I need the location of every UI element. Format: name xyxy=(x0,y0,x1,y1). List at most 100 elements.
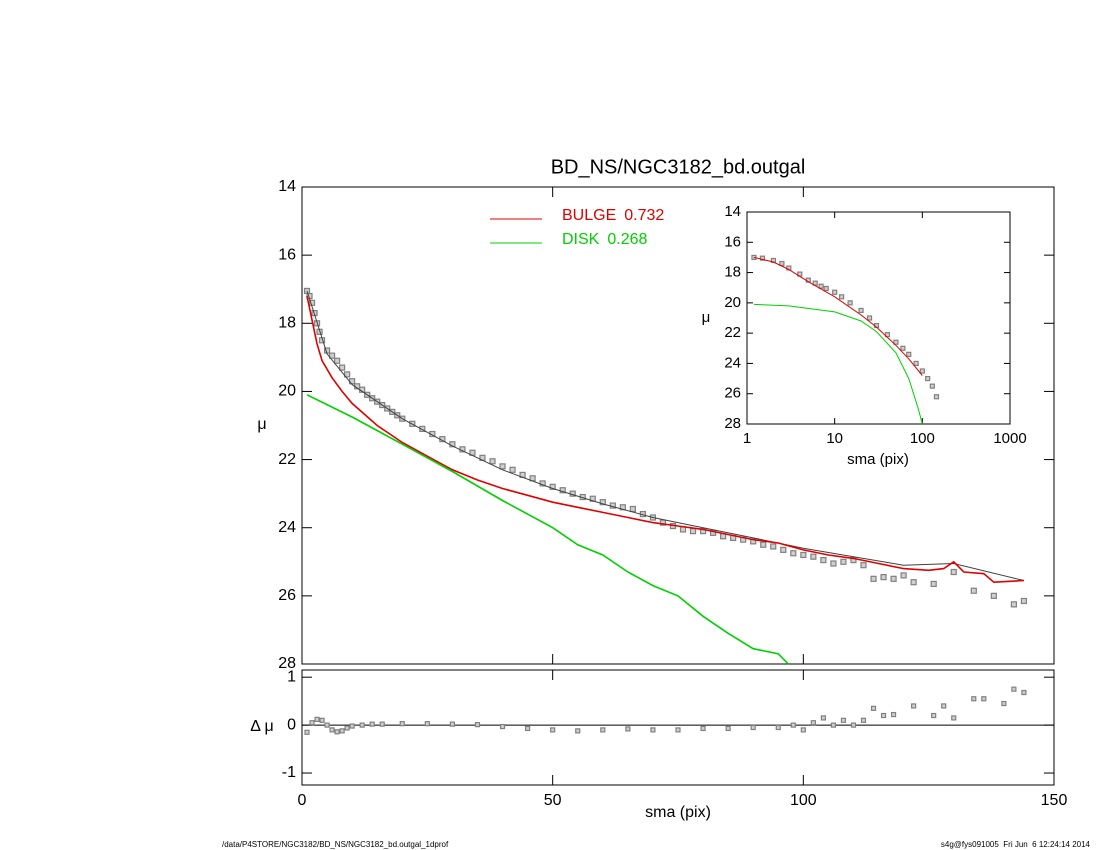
y-tick-label: 0 xyxy=(287,716,296,733)
data-point xyxy=(709,529,717,536)
data-point xyxy=(858,307,864,314)
plot-frame xyxy=(301,669,1055,786)
data-point xyxy=(971,696,977,702)
data-point xyxy=(810,720,816,726)
data-point xyxy=(549,483,556,490)
data-point xyxy=(760,541,767,548)
data-point xyxy=(550,727,556,733)
data-point xyxy=(344,725,350,731)
data-point xyxy=(790,722,796,728)
data-point xyxy=(850,722,857,728)
data-point xyxy=(830,722,837,728)
data-point xyxy=(369,721,375,727)
data-point xyxy=(559,487,566,494)
data-point xyxy=(725,725,731,732)
data-point xyxy=(324,722,330,728)
x-tick-label: 10 xyxy=(826,430,843,447)
data-point xyxy=(659,519,667,526)
data-point xyxy=(524,725,531,732)
data-point xyxy=(675,727,681,733)
data-point xyxy=(933,394,940,400)
data-point xyxy=(860,562,867,569)
data-point xyxy=(775,724,781,731)
plot-frame xyxy=(746,211,1011,425)
legend-fraction: 0.732 xyxy=(624,207,664,224)
data-point xyxy=(880,712,887,719)
data-point xyxy=(931,712,937,719)
data-point xyxy=(970,587,977,594)
footer-stamp: s4g@fys091005 Fri Jun 6 12:24:14 2014 xyxy=(941,840,1091,849)
x-tick-label: 50 xyxy=(544,792,562,809)
legend-name: DISK xyxy=(562,231,600,248)
data-point xyxy=(840,717,847,723)
data-point xyxy=(759,255,766,261)
data-point xyxy=(339,364,346,371)
data-point xyxy=(884,332,891,338)
y-tick-label: -1 xyxy=(282,764,296,781)
x-tick-label: 150 xyxy=(1041,792,1068,809)
x-tick-label: 100 xyxy=(790,792,817,809)
data-point xyxy=(1021,689,1027,696)
data-point xyxy=(941,703,947,709)
series-line xyxy=(306,295,1024,584)
data-point xyxy=(314,716,320,722)
y-tick-label: 16 xyxy=(278,246,296,263)
data-point xyxy=(847,300,853,306)
data-point xyxy=(379,721,385,727)
x-tick-label: 1000 xyxy=(993,430,1026,447)
y-tick-label: 14 xyxy=(724,203,741,220)
data-point xyxy=(1001,700,1007,707)
data-point xyxy=(913,360,919,367)
data-point xyxy=(344,371,351,378)
data-point xyxy=(575,728,581,734)
data-point xyxy=(981,696,987,702)
plot-frame xyxy=(301,186,1055,665)
legend-name: BULGE xyxy=(562,207,616,224)
data-point xyxy=(839,294,845,300)
data-point xyxy=(600,727,606,733)
data-point xyxy=(1011,686,1017,692)
data-point xyxy=(830,560,837,567)
data-point xyxy=(893,339,899,345)
data-point xyxy=(650,727,656,733)
legend-label: BULGE 0.732 xyxy=(562,207,664,224)
chart-title: BD_NS/NGC3182_bd.outgal xyxy=(551,156,806,178)
data-point xyxy=(449,721,455,727)
data-point xyxy=(800,727,806,733)
series-line xyxy=(753,303,923,425)
data-point xyxy=(424,721,430,727)
data-point xyxy=(309,720,315,726)
data-point xyxy=(1010,601,1017,608)
data-point xyxy=(840,558,847,565)
data-point xyxy=(328,352,336,359)
data-point xyxy=(359,722,365,728)
data-point xyxy=(820,715,826,721)
y-axis-label: μ xyxy=(257,416,266,433)
data-point xyxy=(911,703,917,709)
data-point xyxy=(339,728,345,734)
y-tick-label: 28 xyxy=(724,415,741,432)
data-point xyxy=(474,722,481,728)
data-point xyxy=(900,345,906,351)
data-point xyxy=(319,717,325,723)
data-point xyxy=(919,368,925,374)
data-point xyxy=(349,723,355,729)
data-point xyxy=(990,592,997,599)
data-point xyxy=(489,458,496,465)
data-point xyxy=(870,705,877,711)
x-axis-label: sma (pix) xyxy=(847,451,909,468)
data-point xyxy=(329,727,335,733)
y-tick-label: 16 xyxy=(724,233,741,250)
y-tick-label: 26 xyxy=(724,385,741,402)
data-point xyxy=(890,575,897,582)
data-point xyxy=(925,375,931,382)
series-line xyxy=(306,394,789,665)
x-tick-label: 100 xyxy=(910,430,935,447)
data-point xyxy=(780,546,787,553)
data-point xyxy=(832,289,838,295)
y-axis-label: Δ μ xyxy=(250,718,273,735)
data-point xyxy=(820,556,827,564)
y-tick-label: 18 xyxy=(724,264,741,281)
data-point xyxy=(823,285,829,292)
